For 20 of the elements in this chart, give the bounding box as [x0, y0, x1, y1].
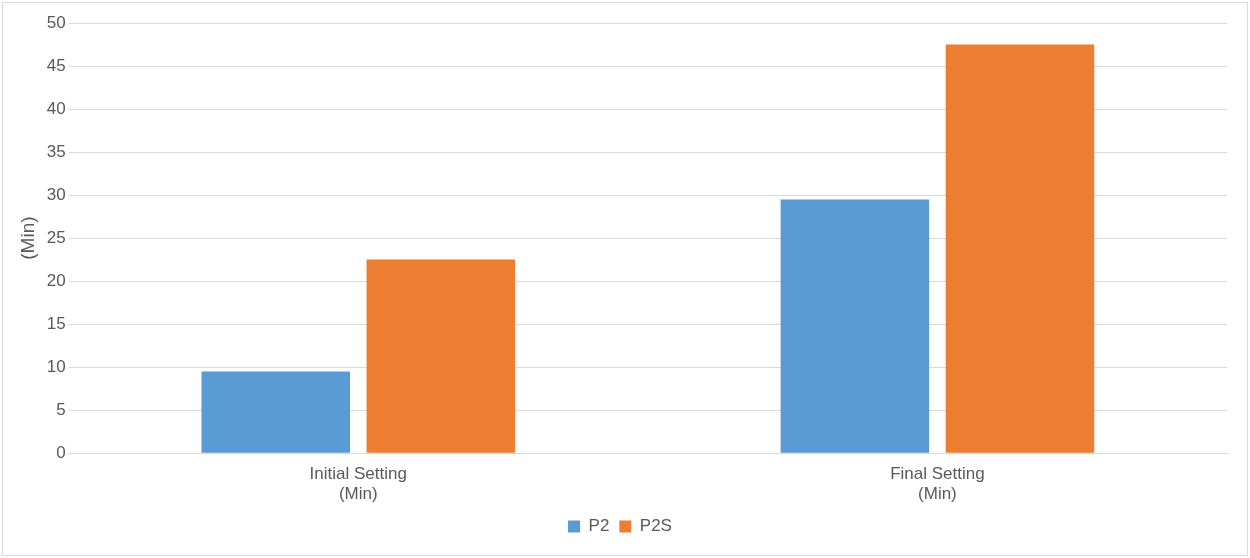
y-tick-label: 45	[46, 55, 66, 75]
legend-label: P2S	[639, 516, 672, 536]
bar	[201, 371, 351, 453]
y-tick-label: 35	[46, 141, 66, 161]
legend-label: P2	[588, 516, 610, 536]
y-tick-label: 40	[46, 98, 66, 118]
y-tick-label: 25	[46, 227, 66, 247]
bar	[366, 259, 516, 453]
y-tick-label: 0	[56, 442, 66, 462]
y-axis-title: (Min)	[16, 216, 38, 260]
y-tick-label: 20	[46, 270, 66, 290]
y-tick-label: 10	[46, 356, 66, 376]
x-tick-label: Initial Setting (Min)	[309, 464, 407, 504]
bar	[780, 199, 930, 453]
bar	[945, 44, 1095, 453]
y-tick-label: 30	[46, 184, 66, 204]
y-tick-label: 50	[46, 12, 66, 32]
x-tick-label: Final Setting (Min)	[890, 464, 985, 504]
y-tick-label: 15	[46, 313, 66, 333]
y-tick-label: 5	[56, 399, 66, 419]
